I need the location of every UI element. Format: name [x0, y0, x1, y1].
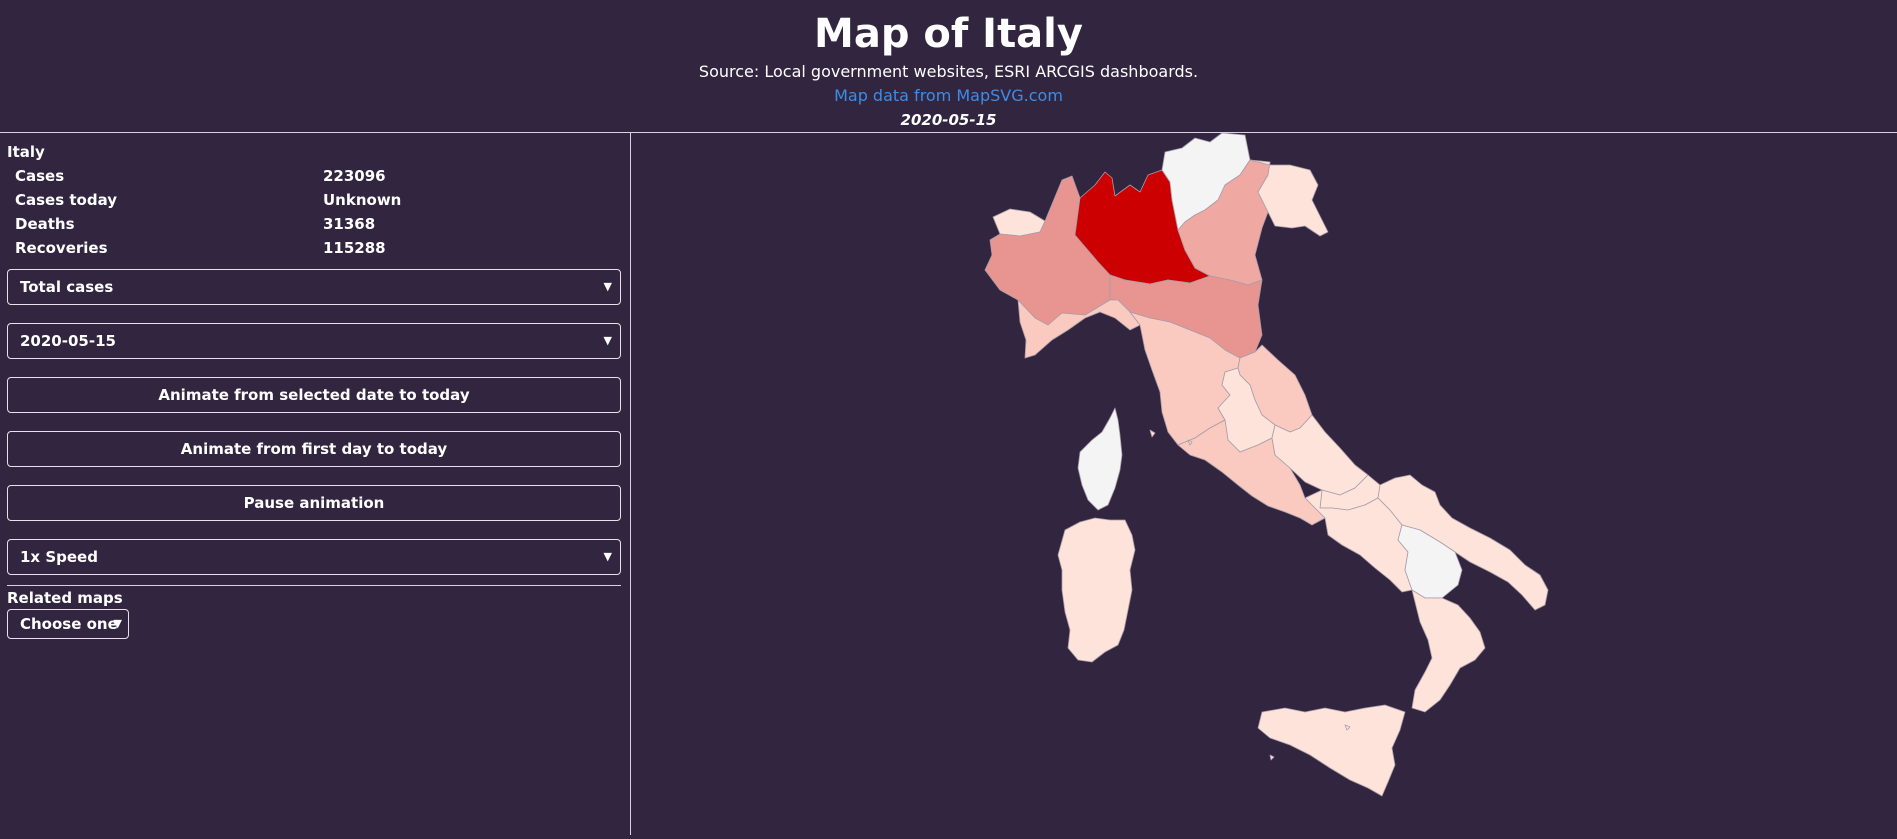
region-sardegna[interactable]: [1057, 517, 1136, 663]
stat-value: 115288: [323, 239, 386, 257]
stat-row-cases-today: Cases today Unknown: [15, 191, 615, 215]
stat-label: Deaths: [15, 215, 75, 233]
date-select-value: 2020-05-15: [20, 332, 116, 350]
related-maps-label: Related maps: [7, 589, 123, 607]
region-sicilia[interactable]: [1257, 704, 1406, 797]
stat-value: Unknown: [323, 191, 402, 209]
region-name: Italy: [7, 143, 45, 161]
divider: [7, 585, 621, 586]
italy-map: [984, 132, 1549, 797]
map-credit-link[interactable]: Map data from MapSVG.com: [834, 86, 1063, 105]
stat-row-deaths: Deaths 31368: [15, 215, 615, 239]
chevron-down-icon: ▼: [603, 280, 612, 293]
stat-label: Cases: [15, 167, 65, 185]
animate-first-day-button[interactable]: Animate from first day to today: [7, 431, 621, 467]
chevron-down-icon: ▼: [603, 334, 612, 347]
speed-select[interactable]: 1x Speed ▼: [7, 539, 621, 575]
region-corsica[interactable]: [1077, 407, 1123, 511]
related-maps-select[interactable]: Choose one ▼: [7, 609, 129, 639]
pause-animation-button[interactable]: Pause animation: [7, 485, 621, 521]
date-select[interactable]: 2020-05-15 ▼: [7, 323, 621, 359]
stat-row-cases: Cases 223096: [15, 167, 615, 191]
page-title: Map of Italy: [814, 11, 1083, 57]
small-islands: [1149, 429, 1351, 761]
animate-selected-button[interactable]: Animate from selected date to today: [7, 377, 621, 413]
related-maps-select-value: Choose one: [20, 615, 118, 633]
stats-list: Cases 223096 Cases today Unknown Deaths …: [15, 167, 615, 263]
source-text: Source: Local government websites, ESRI …: [698, 62, 1199, 81]
stat-label: Cases today: [15, 191, 118, 209]
chevron-down-icon: ▼: [603, 550, 612, 563]
metric-select-value: Total cases: [20, 278, 114, 296]
chevron-down-icon: ▼: [113, 617, 122, 630]
stat-row-recoveries: Recoveries 115288: [15, 239, 615, 263]
current-date: 2020-05-15: [900, 111, 997, 129]
sidebar: Italy Cases 223096 Cases today Unknown D…: [0, 133, 631, 835]
map-area: [631, 132, 1897, 835]
region-valle-daosta[interactable]: [992, 208, 1046, 237]
stat-value: 31368: [323, 215, 376, 233]
region-calabria[interactable]: [1411, 589, 1486, 713]
speed-select-value: 1x Speed: [20, 548, 98, 566]
region-friuli[interactable]: [1249, 159, 1329, 237]
page-header: Map of Italy Source: Local government we…: [0, 0, 1897, 133]
stat-label: Recoveries: [15, 239, 108, 257]
stat-value: 223096: [323, 167, 386, 185]
metric-select[interactable]: Total cases ▼: [7, 269, 621, 305]
region-liguria[interactable]: [1017, 299, 1141, 359]
